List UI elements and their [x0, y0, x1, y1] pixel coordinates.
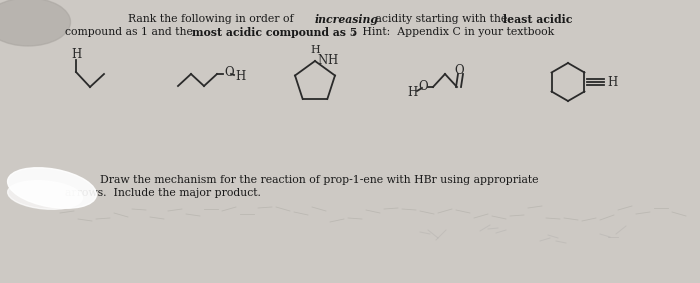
- Text: least acidic: least acidic: [503, 14, 573, 25]
- Text: H: H: [310, 45, 320, 55]
- Text: H: H: [607, 76, 617, 89]
- Text: increasing: increasing: [315, 14, 379, 25]
- Text: Draw the mechanism for the reaction of prop-1-ene with HBr using appropriate: Draw the mechanism for the reaction of p…: [100, 175, 538, 185]
- Text: H: H: [235, 70, 245, 83]
- Text: most acidic compound as 5: most acidic compound as 5: [192, 27, 358, 38]
- Text: N: N: [318, 53, 328, 67]
- Text: O: O: [224, 67, 234, 80]
- Text: arrows.  Include the major product.: arrows. Include the major product.: [65, 188, 261, 198]
- Text: H: H: [327, 53, 337, 67]
- Text: H: H: [71, 48, 81, 61]
- Ellipse shape: [8, 181, 83, 209]
- Text: H: H: [407, 85, 417, 98]
- Text: compound as 1 and the: compound as 1 and the: [65, 27, 197, 37]
- Text: .  Hint:  Appendix C in your textbook: . Hint: Appendix C in your textbook: [352, 27, 554, 37]
- Text: O: O: [418, 80, 428, 93]
- Text: O: O: [454, 63, 464, 76]
- Text: Rank the following in order of: Rank the following in order of: [128, 14, 297, 24]
- Ellipse shape: [8, 168, 97, 208]
- Text: acidity starting with the: acidity starting with the: [372, 14, 511, 24]
- Ellipse shape: [0, 0, 71, 46]
